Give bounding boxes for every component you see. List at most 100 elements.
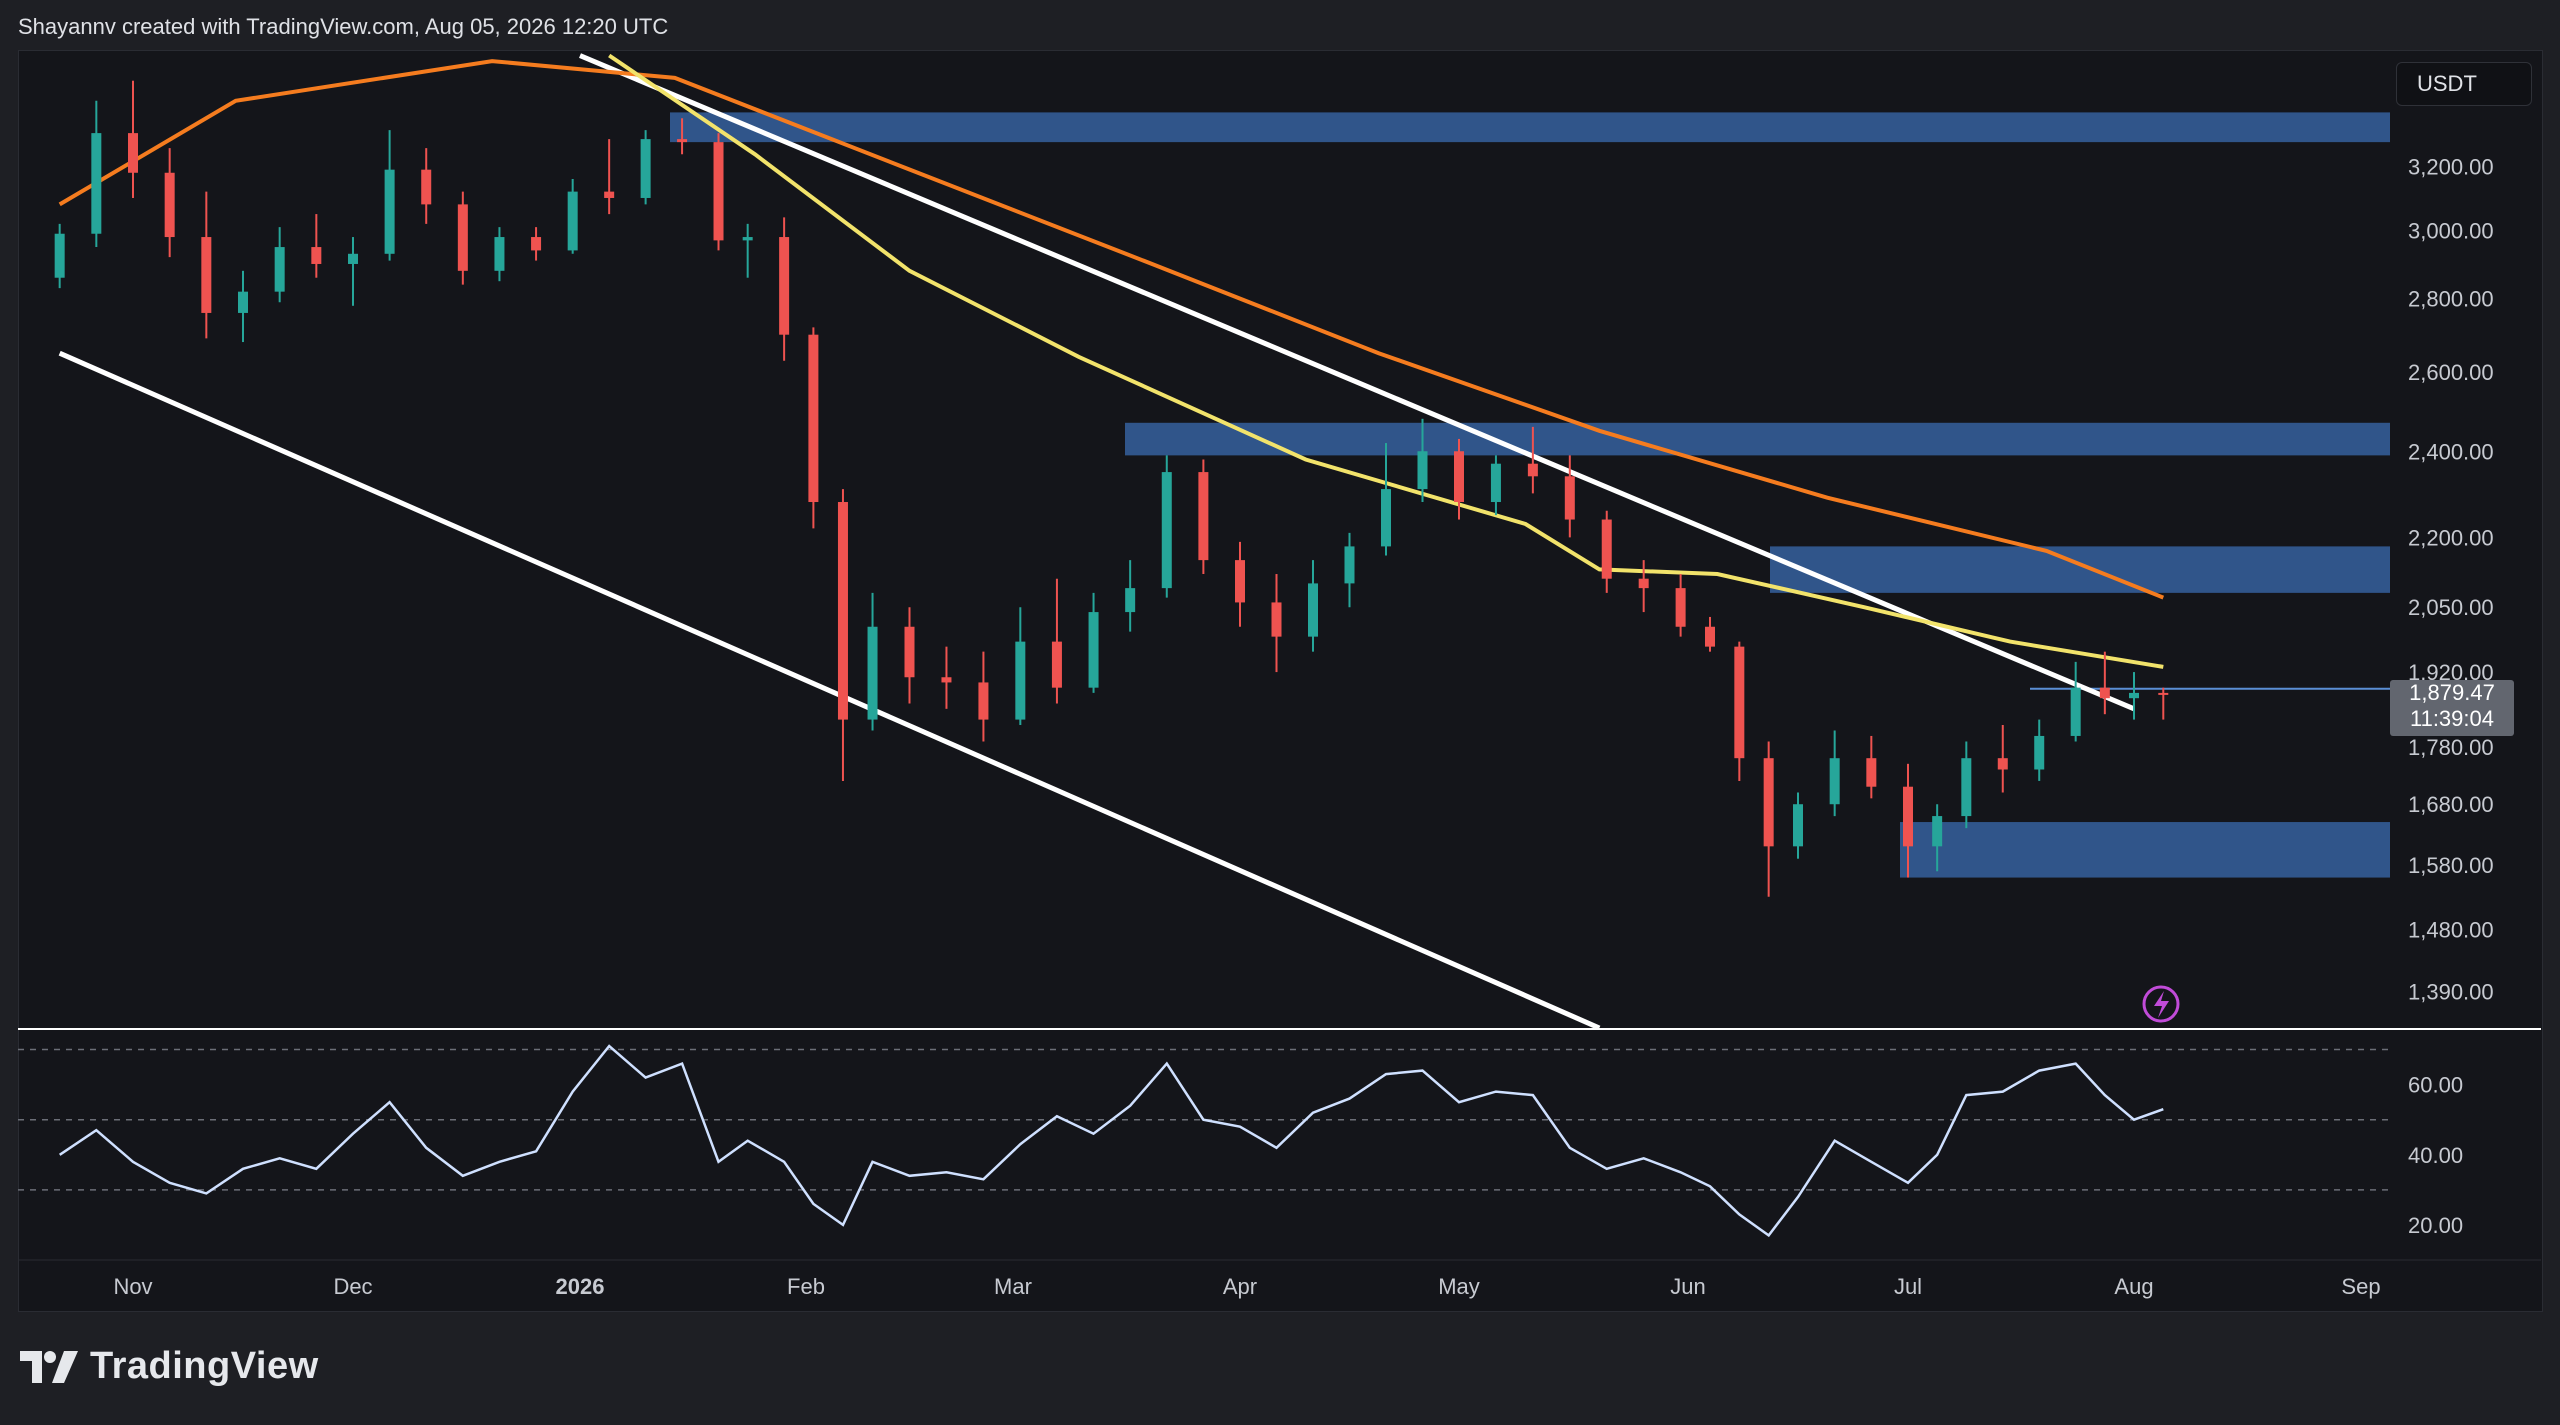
candle-body: [2034, 735, 2045, 770]
candle-body: [128, 133, 138, 173]
candle-body: [808, 334, 819, 503]
last-price-badge: 1,879.47 11:39:04: [2390, 680, 2514, 736]
channel-trendline: [58, 350, 1601, 1028]
supply-demand-zone: [670, 112, 2390, 143]
attribution-text: Shayannv created with TradingView.com, A…: [18, 14, 669, 39]
ma-100-line: [608, 53, 2164, 669]
candle-body: [1308, 583, 1318, 637]
candle-body: [941, 677, 952, 683]
price-axis-tick: 1,780.00: [2408, 735, 2494, 760]
rsi-pane: [18, 1044, 2390, 1238]
supply-demand-zone: [1900, 822, 2390, 878]
candle-body: [2129, 692, 2139, 699]
candle-body: [713, 142, 724, 241]
candle-body: [640, 139, 651, 198]
candle-body: [1763, 758, 1774, 847]
chart-frame[interactable]: [18, 50, 2543, 1312]
ma-200-line: [58, 59, 2165, 600]
candle-body: [54, 233, 65, 278]
candle-body: [1088, 612, 1099, 688]
candle-body: [742, 237, 753, 241]
candle-body: [604, 191, 615, 198]
candle-body: [1271, 602, 1282, 637]
time-axis-tick: Nov: [113, 1274, 152, 1299]
tradingview-wordmark: TradingView: [90, 1345, 319, 1387]
candle-body: [1125, 588, 1136, 613]
candle-body: [1051, 641, 1062, 688]
candle-body: [1381, 489, 1391, 547]
candle-body: [2070, 687, 2081, 736]
rsi-axis-tick: 40.00: [2408, 1143, 2463, 1168]
candle-body: [1601, 519, 1612, 579]
candle-body: [1161, 472, 1172, 589]
candle-body: [1866, 758, 1877, 787]
price-pane: [18, 53, 2541, 1030]
candle-body: [1793, 804, 1803, 847]
last-price-value: 1,879.47: [2409, 680, 2495, 705]
candle-body: [2099, 687, 2110, 699]
price-axis-tick: 3,200.00: [2408, 155, 2494, 180]
candle-body: [978, 682, 989, 720]
candle-body: [837, 502, 848, 720]
candle-body: [1932, 816, 1943, 847]
axes: 3,200.00 3,000.00 2,800.00 2,600.00 2,400.00…: [18, 155, 2541, 1299]
supply-demand-zone: [1125, 422, 2390, 456]
price-axis-tick: 2,050.00: [2408, 595, 2494, 620]
candle-body: [1564, 476, 1575, 520]
candle-body: [779, 237, 790, 335]
alert-icon[interactable]: [2142, 985, 2180, 1023]
candle-body: [677, 139, 688, 143]
candle-body: [1198, 472, 1209, 561]
candle-body: [1829, 758, 1840, 805]
candle-body: [867, 626, 878, 720]
candle-body: [904, 626, 915, 678]
candle-body: [274, 247, 285, 292]
time-axis-tick: Mar: [994, 1274, 1032, 1299]
candle-body: [1675, 588, 1686, 627]
rsi-axis-tick: 60.00: [2408, 1073, 2463, 1098]
candle-body: [1417, 451, 1428, 490]
currency-selector[interactable]: USDT: [2396, 62, 2532, 106]
price-axis-tick: 2,200.00: [2408, 525, 2494, 550]
candle-body: [1235, 560, 1245, 603]
candle-countdown: 11:39:04: [2409, 706, 2494, 731]
tradingview-logo[interactable]: TradingView: [20, 1345, 319, 1388]
candle-body: [201, 237, 212, 313]
candle-body: [311, 247, 322, 264]
candle-body: [1454, 451, 1464, 503]
price-axis-tick: 3,000.00: [2408, 218, 2494, 243]
time-axis-tick: Sep: [2341, 1274, 2380, 1299]
candle-body: [1638, 578, 1649, 589]
price-axis-tick: 2,600.00: [2408, 360, 2494, 385]
price-axis-tick: 2,800.00: [2408, 287, 2494, 312]
time-axis-tick: Aug: [2114, 1274, 2153, 1299]
price-axis-tick: 1,390.00: [2408, 980, 2494, 1005]
candle-body: [91, 133, 102, 234]
time-axis-tick: Feb: [787, 1274, 825, 1299]
candle-body: [1961, 758, 1972, 817]
time-axis-tick: Apr: [1223, 1274, 1257, 1299]
candle-body: [1997, 758, 2008, 770]
time-axis-tick: Jul: [1894, 1274, 1922, 1299]
candle-body: [531, 237, 542, 251]
price-axis-tick: 1,580.00: [2408, 853, 2494, 878]
price-plot: [54, 53, 2390, 1028]
candle-body: [421, 169, 432, 205]
channel-trendline: [579, 53, 2135, 712]
time-axis-tick: Jun: [1670, 1274, 1705, 1299]
tradingview-logo-icon: [20, 1350, 78, 1383]
candle-body: [348, 253, 358, 264]
candle-body: [1527, 463, 1538, 477]
time-axis-tick: 2026: [556, 1274, 605, 1299]
rsi-line: [59, 1044, 2164, 1238]
candle-body: [567, 191, 578, 251]
candle-body: [1015, 641, 1026, 720]
candle-body: [1490, 463, 1501, 503]
candle-body: [1734, 646, 1745, 759]
time-axis-tick: Dec: [333, 1274, 372, 1299]
candle-body: [384, 169, 395, 254]
rsi-axis-tick: 20.00: [2408, 1213, 2463, 1238]
supply-demand-zone: [1770, 546, 2390, 593]
price-axis-tick: 1,680.00: [2408, 792, 2494, 817]
